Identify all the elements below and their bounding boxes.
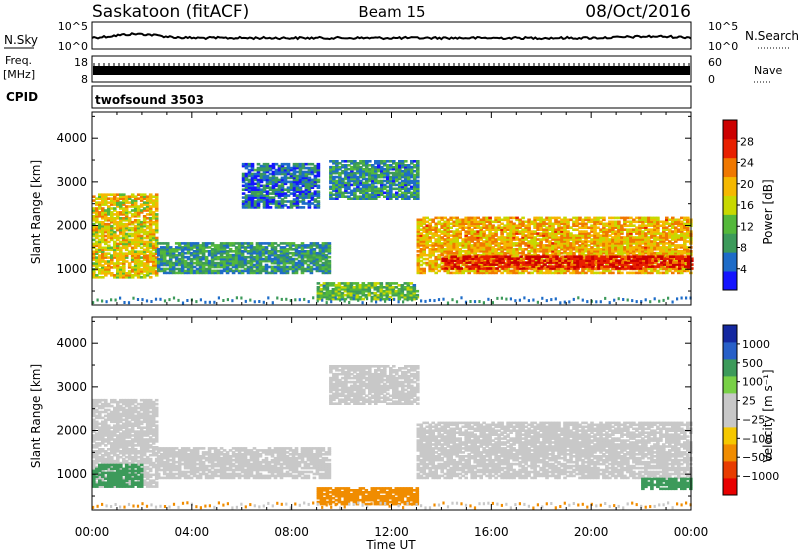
data-cell bbox=[404, 160, 408, 163]
data-cell bbox=[317, 179, 321, 182]
data-cell bbox=[422, 268, 426, 271]
data-cell bbox=[155, 237, 159, 240]
cpid-label: CPID bbox=[6, 90, 38, 104]
freq-tick-right-top: 60 bbox=[708, 56, 722, 69]
data-cell bbox=[155, 213, 159, 216]
freq-tick-left-top: 18 bbox=[74, 56, 88, 69]
data-cell bbox=[328, 260, 332, 263]
data-cell bbox=[317, 190, 321, 193]
data-cell bbox=[488, 217, 492, 220]
data-cell bbox=[328, 256, 332, 259]
data-cell bbox=[251, 163, 255, 166]
data-cell bbox=[380, 282, 384, 285]
data-cell bbox=[611, 272, 615, 275]
cpid-program: twofsound 3503 bbox=[95, 93, 204, 107]
noise-left-label: N.Sky bbox=[4, 33, 38, 47]
data-cell bbox=[617, 221, 621, 224]
power-plot-area bbox=[92, 112, 691, 305]
data-cell bbox=[155, 193, 159, 196]
data-cell bbox=[413, 284, 417, 287]
data-cell bbox=[317, 163, 321, 166]
data-cell bbox=[521, 217, 525, 220]
data-cell bbox=[250, 242, 254, 245]
data-cell bbox=[368, 160, 372, 163]
freq-band bbox=[93, 66, 690, 75]
data-cell bbox=[149, 276, 153, 279]
data-cell bbox=[416, 294, 420, 297]
freq-tick-right-bottom: 0 bbox=[708, 73, 715, 86]
noise-tick-right-top: 10^5 bbox=[708, 20, 738, 33]
noise-right-label: N.Search bbox=[745, 29, 799, 43]
freq-strip: Freq. [MHz] 18 8 60 0 Nave bbox=[3, 54, 782, 86]
data-cell bbox=[656, 217, 660, 220]
noise-strip-frame bbox=[92, 22, 691, 49]
nave-label: Nave bbox=[754, 64, 782, 77]
beam-title: Beam 15 bbox=[358, 3, 425, 21]
noise-tick-left-bottom: 10^0 bbox=[58, 40, 88, 53]
data-cell bbox=[317, 185, 321, 188]
data-cell bbox=[166, 242, 170, 245]
freq-tick-left-bottom: 8 bbox=[81, 73, 88, 86]
date-title: 08/Oct/2016 bbox=[585, 2, 691, 22]
cpid-strip: CPID twofsound 3503 bbox=[6, 86, 691, 108]
data-cell bbox=[416, 290, 420, 293]
freq-label-line2: [MHz] bbox=[3, 68, 35, 81]
data-cell bbox=[416, 160, 420, 163]
data-cell bbox=[416, 180, 420, 183]
station-title: Saskatoon (fitACF) bbox=[92, 2, 249, 22]
data-cell bbox=[620, 272, 624, 275]
noise-tick-left-top: 10^5 bbox=[58, 20, 88, 33]
data-cell bbox=[302, 206, 306, 209]
data-cell bbox=[317, 200, 321, 203]
data-cell bbox=[287, 163, 291, 166]
noise-tick-right-bottom: 10^0 bbox=[708, 40, 738, 53]
data-cell bbox=[602, 217, 606, 220]
noise-strip: N.Sky 10^5 10^0 10^5 10^0 N.Search bbox=[4, 20, 799, 53]
data-cell bbox=[328, 242, 332, 245]
data-cell bbox=[269, 206, 273, 209]
freq-label-line1: Freq. bbox=[5, 54, 32, 67]
